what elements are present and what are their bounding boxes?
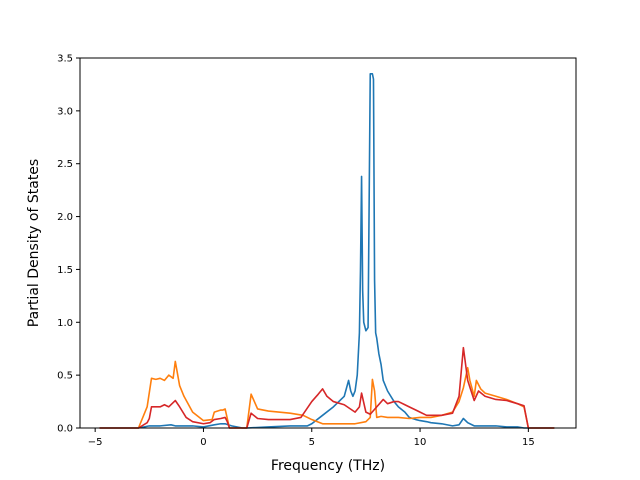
x-tick-label: 0 xyxy=(200,437,206,448)
y-tick-label: 2.5 xyxy=(57,159,73,170)
y-axis: 0.0 0.5 1.0 1.5 2.0 2.5 3.0 3.5 xyxy=(57,54,80,435)
y-tick-label: 3.5 xyxy=(57,54,73,65)
series-line-2 xyxy=(99,346,555,429)
x-tick-label: 5 xyxy=(309,437,315,448)
x-tick-label: 15 xyxy=(522,437,535,448)
series-line-1 xyxy=(99,360,555,429)
y-tick-label: 1.0 xyxy=(57,318,73,329)
y-tick-label: 0.5 xyxy=(57,371,73,382)
x-axis: −5 0 5 10 15 xyxy=(88,428,535,448)
y-tick-label: 0.0 xyxy=(57,424,73,435)
y-axis-label: Partial Density of States xyxy=(26,159,42,327)
y-tick-label: 2.0 xyxy=(57,212,73,223)
series-line-0 xyxy=(99,73,555,429)
plot-lines xyxy=(99,73,555,429)
y-tick-label: 3.0 xyxy=(57,106,73,117)
y-tick-label: 1.5 xyxy=(57,265,73,276)
x-tick-label: −5 xyxy=(88,437,103,448)
x-axis-label: Frequency (THz) xyxy=(271,458,385,474)
x-tick-label: 10 xyxy=(414,437,427,448)
plot-area-frame xyxy=(79,57,577,429)
